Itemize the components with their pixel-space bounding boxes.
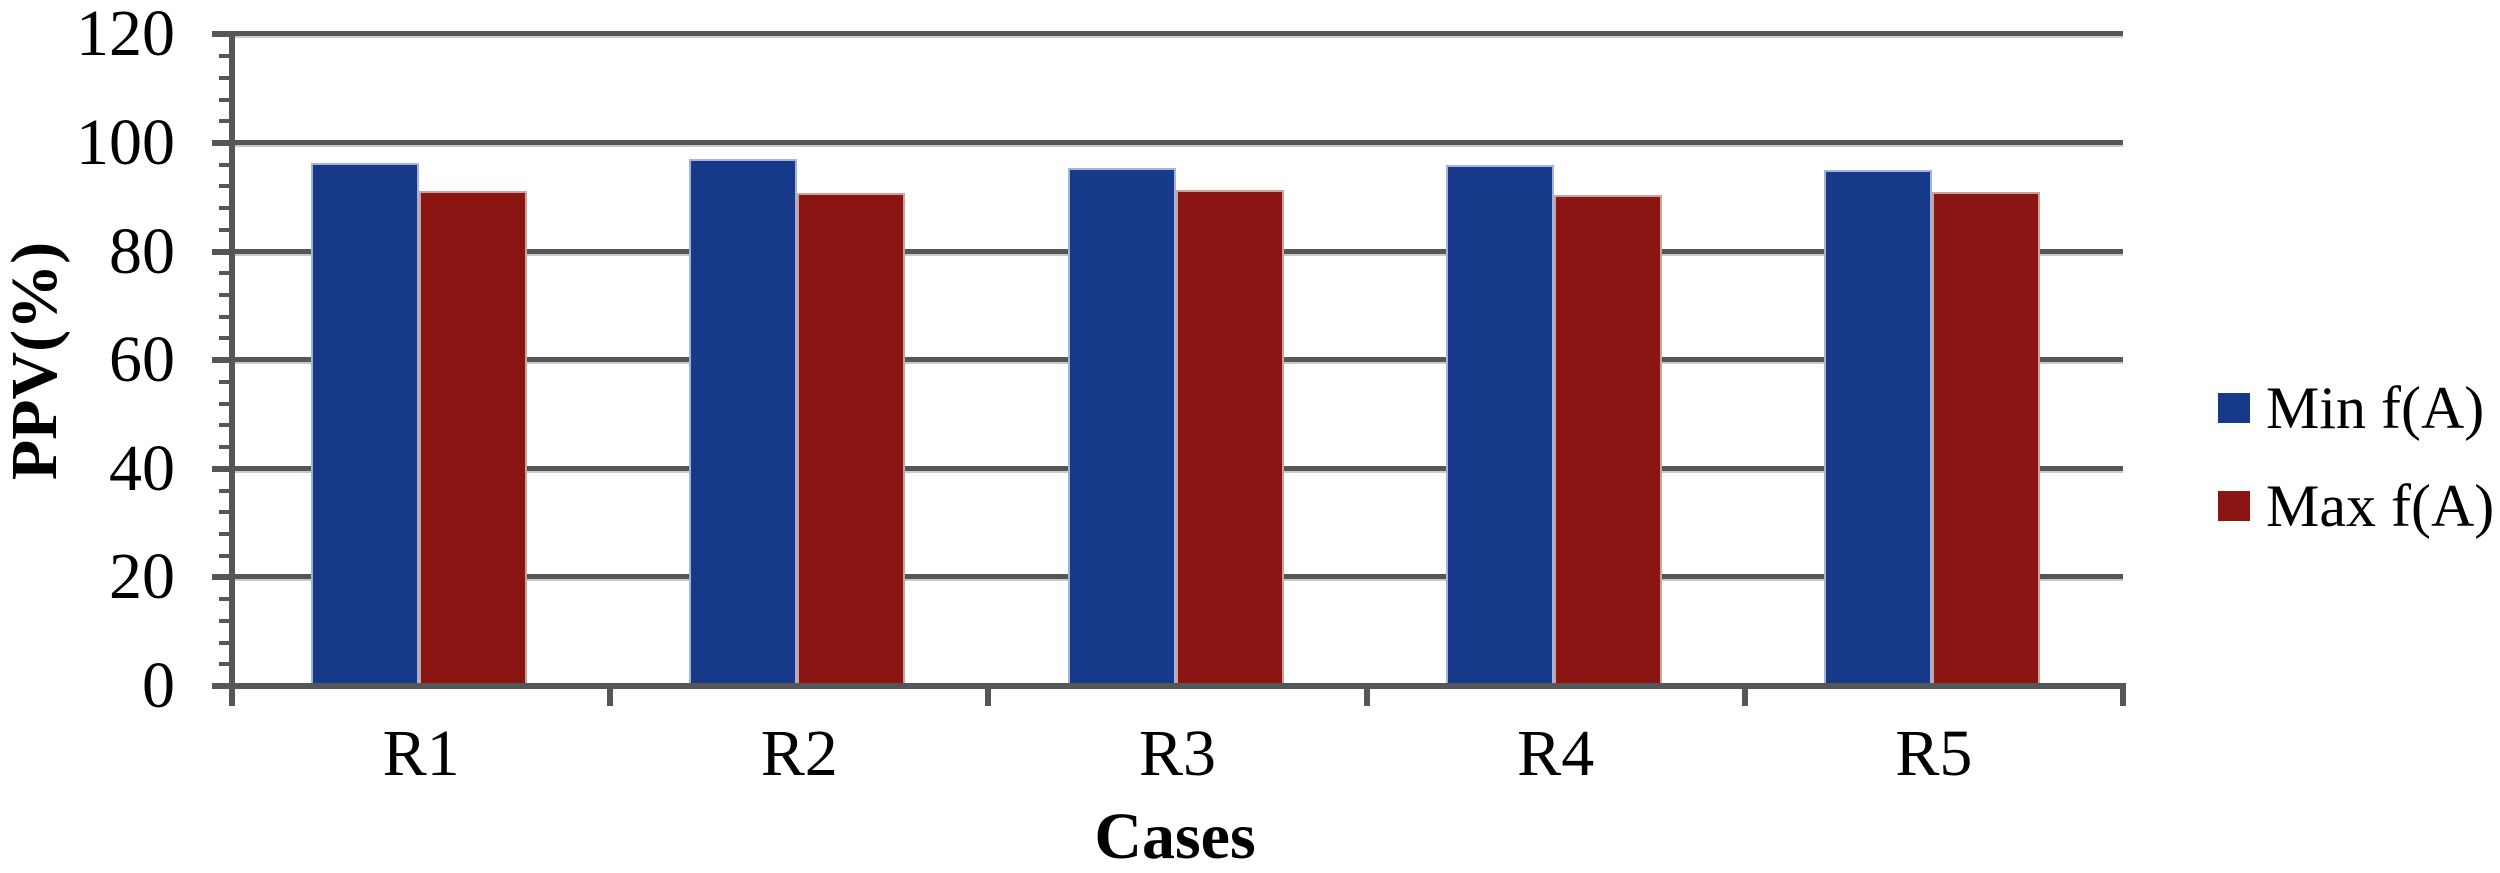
x-boundary-tick (1363, 686, 1370, 706)
x-category-label: R3 (1138, 717, 1217, 790)
legend-label: Max f(A) (2266, 473, 2495, 539)
y-minor-tick (219, 510, 232, 515)
y-major-tick (212, 248, 232, 255)
x-boundary-tick (2120, 686, 2126, 706)
legend-entry: Min f(A) (2218, 376, 2484, 440)
y-minor-tick (219, 662, 232, 667)
y-axis-line (229, 31, 235, 706)
y-minor-tick (219, 597, 232, 602)
bar-min-f-a--r3 (1067, 167, 1176, 686)
gridline (232, 31, 2123, 39)
y-tick-label: 60 (109, 323, 175, 397)
y-minor-tick (219, 379, 232, 384)
x-axis-title: Cases (1094, 800, 1256, 873)
y-minor-tick (219, 640, 232, 645)
x-category-label: R4 (1517, 717, 1595, 790)
y-minor-tick (219, 97, 232, 102)
y-tick-label: 100 (76, 106, 175, 179)
y-minor-tick (219, 119, 232, 124)
y-minor-tick (219, 336, 232, 341)
y-axis-title: PPV(%) (0, 241, 71, 481)
y-minor-tick (219, 271, 232, 276)
y-minor-tick (219, 401, 232, 406)
x-boundary-tick (607, 686, 614, 706)
bar-max-f-a--r3 (1175, 190, 1284, 686)
y-major-tick (212, 357, 232, 364)
x-category-label: R1 (382, 717, 460, 790)
y-minor-tick (219, 618, 232, 623)
x-boundary-tick (985, 686, 992, 706)
y-tick-label: 20 (109, 540, 175, 614)
y-minor-tick (219, 162, 232, 167)
y-major-tick (212, 465, 232, 472)
y-minor-tick (219, 531, 232, 536)
legend-swatch-icon (2218, 393, 2250, 423)
x-category-label: R5 (1895, 717, 1973, 790)
y-minor-tick (219, 553, 232, 558)
bar-max-f-a--r5 (1931, 192, 2040, 686)
y-tick-label: 80 (109, 214, 175, 288)
bar-min-f-a--r5 (1823, 170, 1932, 686)
y-minor-tick (219, 314, 232, 319)
y-minor-tick (219, 184, 232, 189)
y-minor-tick (219, 423, 232, 428)
bar-min-f-a--r2 (689, 159, 798, 686)
bar-min-f-a--r1 (311, 163, 420, 686)
x-axis-line (212, 683, 2126, 689)
legend-entry: Max f(A) (2218, 474, 2494, 538)
bar-max-f-a--r4 (1553, 195, 1662, 686)
bar-max-f-a--r1 (419, 190, 528, 686)
legend-swatch-icon (2218, 491, 2250, 521)
y-minor-tick (219, 293, 232, 298)
y-minor-tick (219, 445, 232, 450)
y-minor-tick (219, 227, 232, 232)
y-major-tick (212, 574, 232, 581)
y-minor-tick (219, 75, 232, 80)
y-major-tick (212, 140, 232, 146)
gridline (232, 140, 2123, 147)
y-tick-label: 120 (76, 0, 175, 71)
legend-label: Min f(A) (2266, 375, 2485, 441)
x-boundary-tick (1741, 686, 1748, 706)
bar-max-f-a--r2 (797, 193, 906, 686)
y-minor-tick (219, 206, 232, 211)
y-major-tick (212, 31, 232, 38)
y-tick-label: 0 (142, 649, 175, 722)
y-minor-tick (219, 488, 232, 493)
y-tick-label: 40 (109, 431, 175, 505)
x-category-label: R2 (760, 717, 838, 790)
y-minor-tick (219, 54, 232, 59)
bar-min-f-a--r4 (1445, 165, 1554, 686)
